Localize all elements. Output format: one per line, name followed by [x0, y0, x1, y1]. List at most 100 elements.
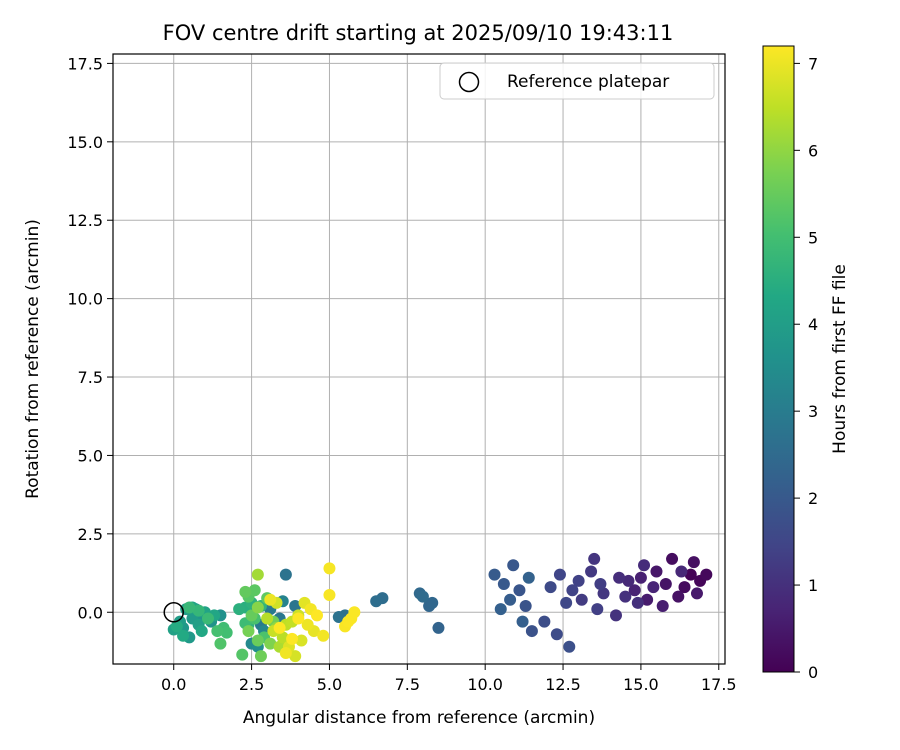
x-axis: 0.0 2.5 5.0 7.5 10.0 12.5 15.0 17.5 [161, 664, 737, 694]
y-axis-label: Rotation from reference (arcmin) [23, 219, 43, 499]
data-point [332, 610, 345, 623]
colorbar-tick-label: 1 [808, 576, 818, 595]
data-point [317, 629, 330, 642]
x-tick-label: 5.0 [317, 675, 342, 694]
data-point [560, 596, 573, 609]
data-point [348, 606, 361, 619]
data-point [273, 621, 286, 634]
data-point [650, 565, 663, 578]
legend: Reference platepar [439, 62, 715, 100]
data-point [416, 590, 429, 603]
data-point [289, 650, 302, 663]
data-point [609, 609, 622, 622]
data-point [675, 565, 688, 578]
data-point [264, 593, 277, 606]
data-point [597, 587, 610, 600]
data-point [251, 634, 264, 647]
data-point [504, 593, 517, 606]
data-point [251, 568, 264, 581]
data-point [370, 595, 383, 608]
data-point [525, 625, 538, 638]
data-point [700, 568, 713, 581]
data-point [687, 556, 700, 569]
data-point [684, 568, 697, 581]
y-tick-label: 0.0 [78, 603, 103, 622]
data-point [494, 603, 507, 616]
data-point [497, 578, 510, 591]
data-point [553, 568, 566, 581]
colorbar-tick-label: 2 [808, 489, 818, 508]
data-point [522, 571, 535, 584]
data-point [613, 571, 626, 584]
data-point [566, 584, 579, 597]
data-point [323, 562, 336, 575]
data-point [233, 603, 246, 616]
data-point [292, 612, 305, 625]
data-point [170, 620, 183, 633]
data-point [544, 581, 557, 594]
data-point [631, 596, 644, 609]
data-point [201, 612, 214, 625]
legend-box [439, 62, 715, 100]
data-point [236, 648, 249, 661]
data-point [301, 618, 314, 631]
data-point [342, 615, 355, 628]
data-point [638, 559, 651, 572]
chart-title: FOV centre drift starting at 2025/09/10 … [163, 21, 674, 45]
colorbar-tick-label: 4 [808, 315, 818, 334]
x-tick-label: 7.5 [395, 675, 420, 694]
data-point [672, 590, 685, 603]
data-point [488, 568, 501, 581]
data-point [183, 601, 196, 614]
data-point [264, 637, 277, 650]
colorbar-ticks: 0 1 2 3 4 5 6 7 [794, 54, 818, 682]
y-tick-label: 5.0 [78, 446, 103, 465]
data-point [311, 609, 323, 622]
data-point [538, 615, 551, 628]
data-point [276, 631, 289, 644]
data-point [242, 625, 255, 638]
y-axis: 0.0 2.5 5.0 7.5 10.0 12.5 15.0 17.5 [67, 54, 113, 622]
data-point [192, 604, 205, 617]
data-point [659, 578, 672, 591]
x-tick-label: 12.5 [545, 675, 581, 694]
data-point [622, 574, 635, 587]
data-point [656, 599, 669, 612]
reference-marker [163, 602, 184, 623]
colorbar-tick-label: 7 [808, 54, 818, 73]
data-point [563, 640, 576, 653]
x-tick-label: 10.0 [467, 675, 503, 694]
x-tick-label: 0.0 [161, 675, 186, 694]
plot-frame [112, 53, 726, 665]
grid [113, 54, 725, 664]
data-point [195, 625, 208, 638]
data-point [279, 568, 292, 581]
data-point [628, 584, 641, 597]
x-tick-label: 17.5 [701, 675, 737, 694]
data-point [513, 584, 526, 597]
data-point [519, 599, 532, 612]
colorbar [762, 45, 795, 673]
data-point [432, 621, 445, 634]
data-point [647, 581, 660, 594]
data-point [619, 590, 632, 603]
y-tick-label: 12.5 [67, 211, 103, 230]
data-point [261, 612, 274, 625]
data-points [167, 552, 713, 663]
data-point [594, 578, 607, 591]
y-tick-label: 15.0 [67, 133, 103, 152]
data-point [641, 593, 654, 606]
data-point [248, 584, 261, 597]
data-point [214, 637, 227, 650]
y-tick-label: 7.5 [78, 368, 103, 387]
y-tick-label: 10.0 [67, 290, 103, 309]
data-point [516, 615, 529, 628]
colorbar-tick-label: 5 [808, 228, 818, 247]
data-point [295, 634, 308, 647]
data-point [678, 581, 691, 594]
colorbar-tick-label: 0 [808, 663, 818, 682]
x-axis-label: Angular distance from reference (arcmin) [243, 708, 595, 728]
data-point [575, 593, 588, 606]
reference-platepar-marker [163, 602, 184, 623]
